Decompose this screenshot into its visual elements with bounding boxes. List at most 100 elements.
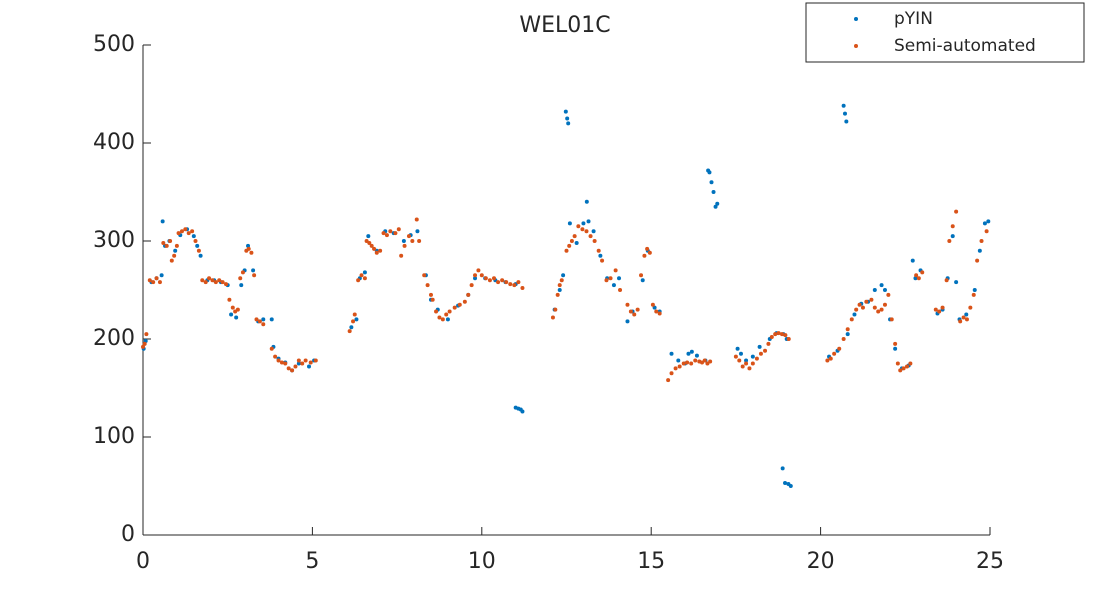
point <box>676 358 681 363</box>
y-tick-label: 100 <box>93 424 135 449</box>
point <box>882 288 887 292</box>
point <box>496 280 501 285</box>
point <box>191 234 196 239</box>
point <box>229 312 234 317</box>
point <box>635 307 640 312</box>
point <box>975 258 980 263</box>
point <box>452 305 457 310</box>
point <box>567 243 572 248</box>
point <box>249 250 254 255</box>
point <box>352 312 357 317</box>
point <box>520 286 525 291</box>
point <box>872 305 877 310</box>
point <box>708 359 713 364</box>
point <box>694 353 699 358</box>
point <box>362 276 367 281</box>
point <box>469 283 474 288</box>
point <box>388 229 393 234</box>
point <box>964 312 969 317</box>
point <box>618 288 623 292</box>
point <box>366 234 371 239</box>
y-tick-label: 0 <box>121 522 135 547</box>
point <box>625 319 630 324</box>
point <box>151 280 156 285</box>
point <box>783 333 788 338</box>
point <box>296 361 301 366</box>
point <box>849 317 854 322</box>
point <box>977 248 982 253</box>
point <box>491 276 496 281</box>
point <box>776 331 781 336</box>
point <box>374 250 379 255</box>
x-tick-label: 20 <box>807 549 835 574</box>
point <box>904 364 909 369</box>
point <box>157 280 162 285</box>
point <box>257 319 262 324</box>
point <box>479 273 484 278</box>
point <box>224 282 229 287</box>
point <box>586 219 591 224</box>
point <box>937 309 942 314</box>
point <box>261 322 266 327</box>
point <box>740 364 745 369</box>
point <box>168 239 173 243</box>
point <box>563 109 568 114</box>
point <box>406 234 411 239</box>
point <box>958 319 963 324</box>
point <box>754 356 759 361</box>
point <box>584 229 589 234</box>
point <box>203 280 208 285</box>
point <box>845 327 850 332</box>
point <box>961 315 966 320</box>
point <box>457 302 462 307</box>
point <box>190 229 195 234</box>
point <box>916 276 921 281</box>
point <box>783 481 788 486</box>
point <box>654 309 659 314</box>
point <box>910 258 915 263</box>
series <box>141 103 991 488</box>
point <box>286 366 291 371</box>
point <box>553 307 558 312</box>
point <box>685 360 690 365</box>
point <box>788 484 793 488</box>
point <box>500 278 505 283</box>
point <box>901 366 906 371</box>
point <box>235 307 240 312</box>
point <box>639 273 644 278</box>
chart-title: WEL01C <box>519 13 610 38</box>
point <box>520 409 525 414</box>
point <box>313 358 318 363</box>
point <box>608 276 613 281</box>
point <box>303 358 308 363</box>
point <box>466 292 471 297</box>
point <box>207 276 212 281</box>
point <box>200 278 205 283</box>
point <box>356 278 361 283</box>
legend-label: pYIN <box>894 9 933 29</box>
point <box>220 280 225 285</box>
point <box>196 248 201 253</box>
point <box>744 358 749 363</box>
point <box>864 299 869 304</box>
point <box>750 354 755 359</box>
point <box>898 368 903 373</box>
point <box>195 243 200 248</box>
point <box>766 341 771 346</box>
point <box>269 317 274 322</box>
point <box>837 346 842 351</box>
point <box>164 243 169 248</box>
point <box>908 361 913 366</box>
point <box>176 231 181 236</box>
point <box>240 270 245 275</box>
point <box>758 351 763 356</box>
point <box>828 356 833 361</box>
point <box>947 239 952 243</box>
point <box>669 351 674 356</box>
point <box>557 288 562 292</box>
point <box>476 268 481 273</box>
point <box>844 119 849 124</box>
point <box>147 278 152 283</box>
point <box>611 283 616 288</box>
